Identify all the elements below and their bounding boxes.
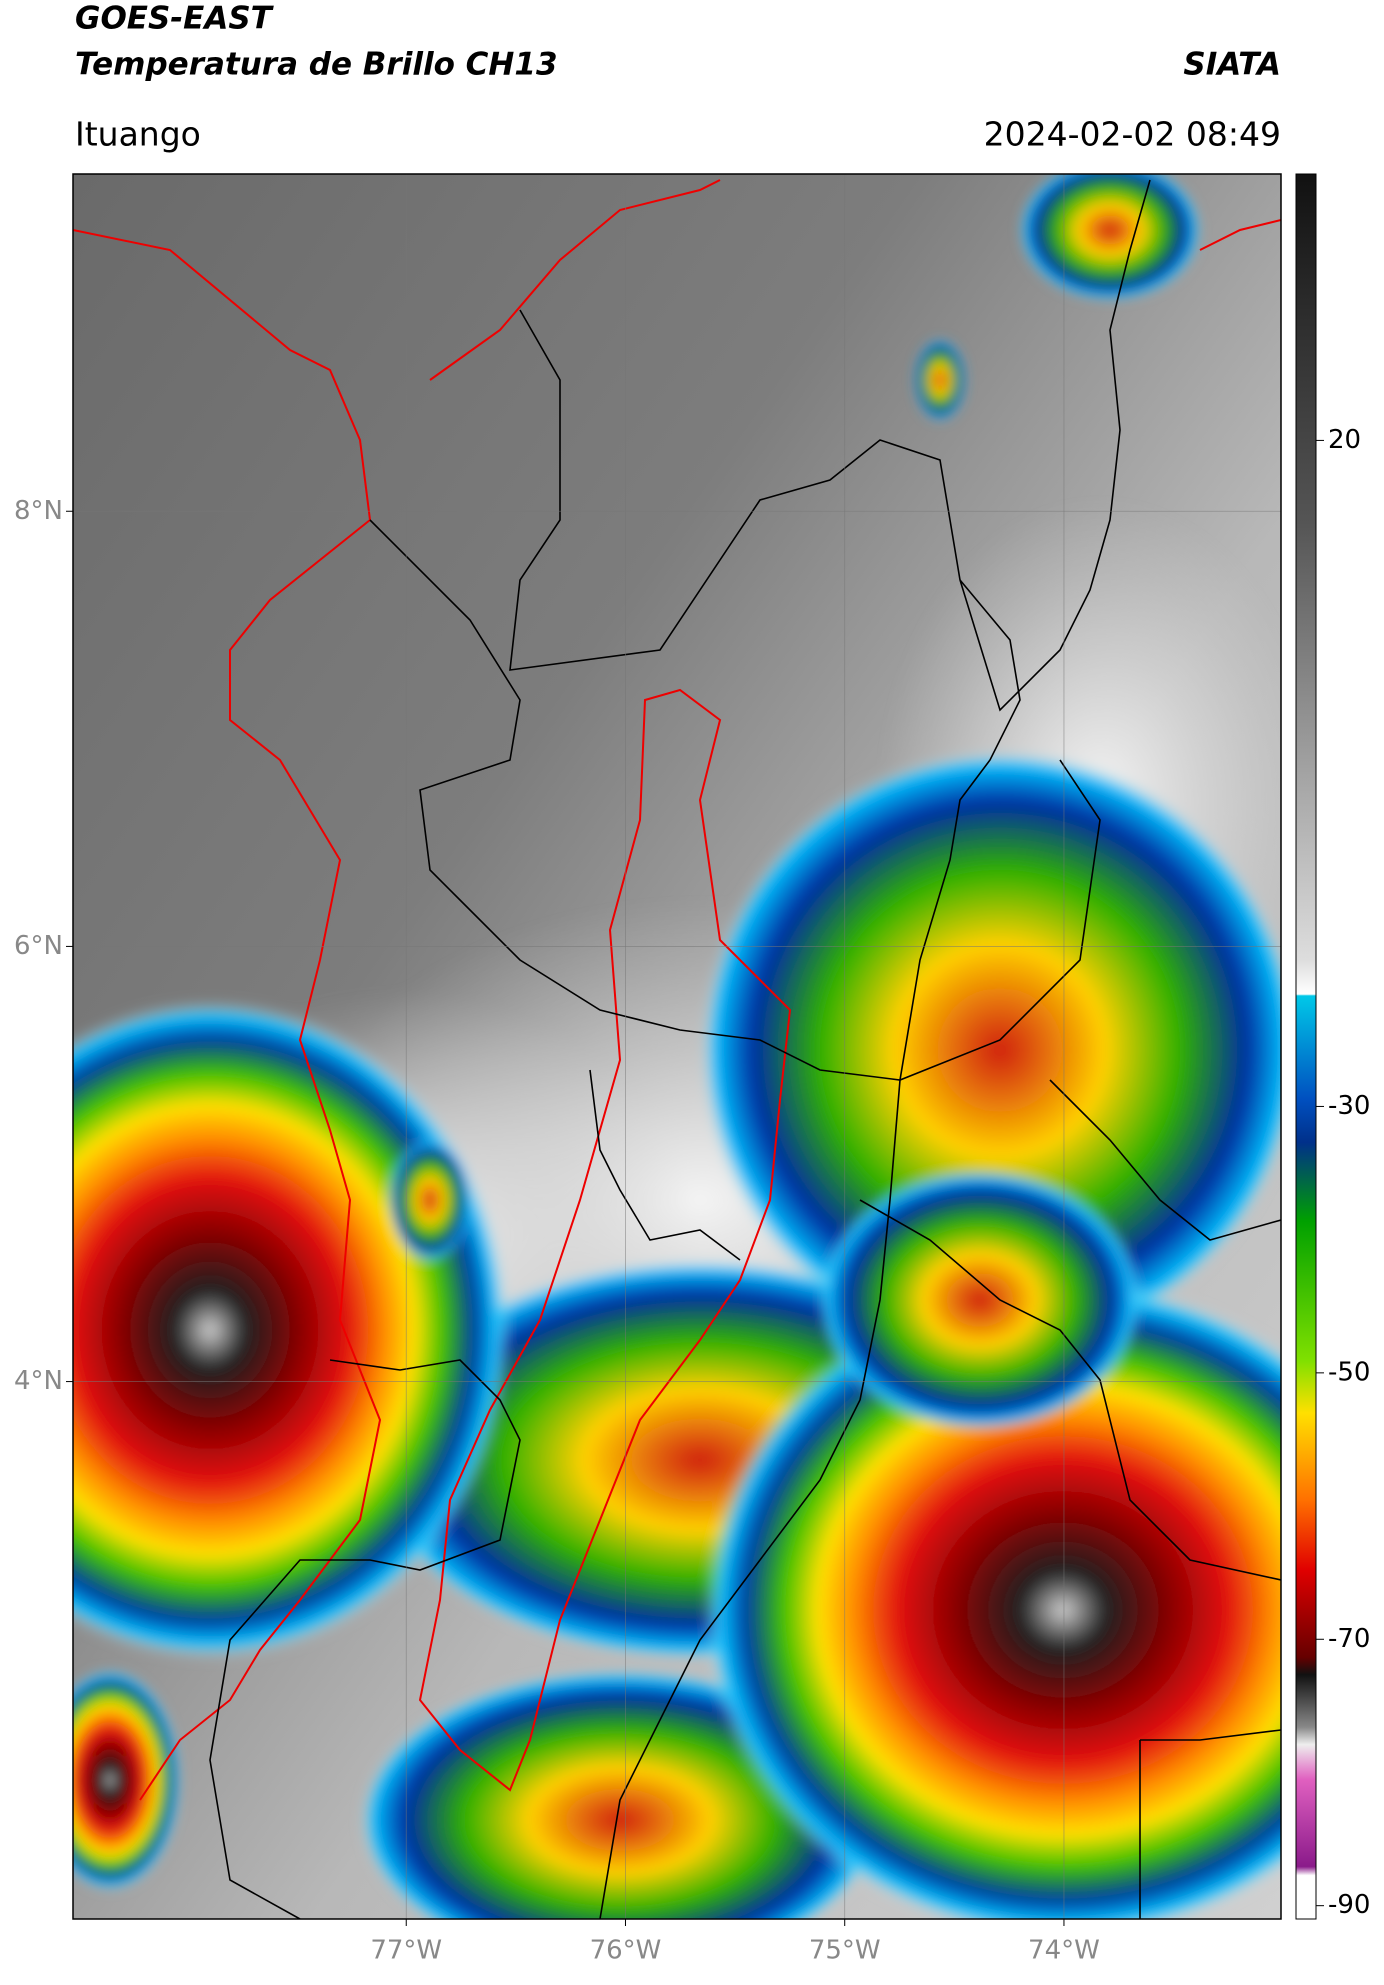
x-tick-label: 77°W xyxy=(370,1936,442,1966)
colorbar-label: 20 xyxy=(1328,425,1361,455)
colorbar-label: -50 xyxy=(1328,1357,1370,1387)
map-frame xyxy=(72,173,1282,1920)
colorbar-label: -70 xyxy=(1328,1624,1370,1654)
x-tick-label: 74°W xyxy=(1028,1936,1100,1966)
timestamp: 2024-02-02 08:49 xyxy=(984,115,1281,154)
y-tick-label: 4°N xyxy=(14,1366,63,1396)
x-tick-label: 75°W xyxy=(809,1936,881,1966)
colorbar-label: -90 xyxy=(1328,1890,1370,1920)
source: SIATA xyxy=(1183,47,1281,83)
title: GOES-EAST xyxy=(75,1,275,37)
title: Temperatura de Brillo CH13 xyxy=(75,47,558,83)
graticule xyxy=(73,174,1281,1919)
x-tick-label: 76°W xyxy=(590,1936,662,1966)
colorbar xyxy=(1295,173,1317,1920)
y-tick-label: 6°N xyxy=(14,931,63,961)
satellite-image xyxy=(73,174,1281,1919)
region: Ituango xyxy=(75,115,201,154)
y-tick-label: 8°N xyxy=(14,496,63,526)
colorbar-label: -30 xyxy=(1328,1091,1370,1121)
